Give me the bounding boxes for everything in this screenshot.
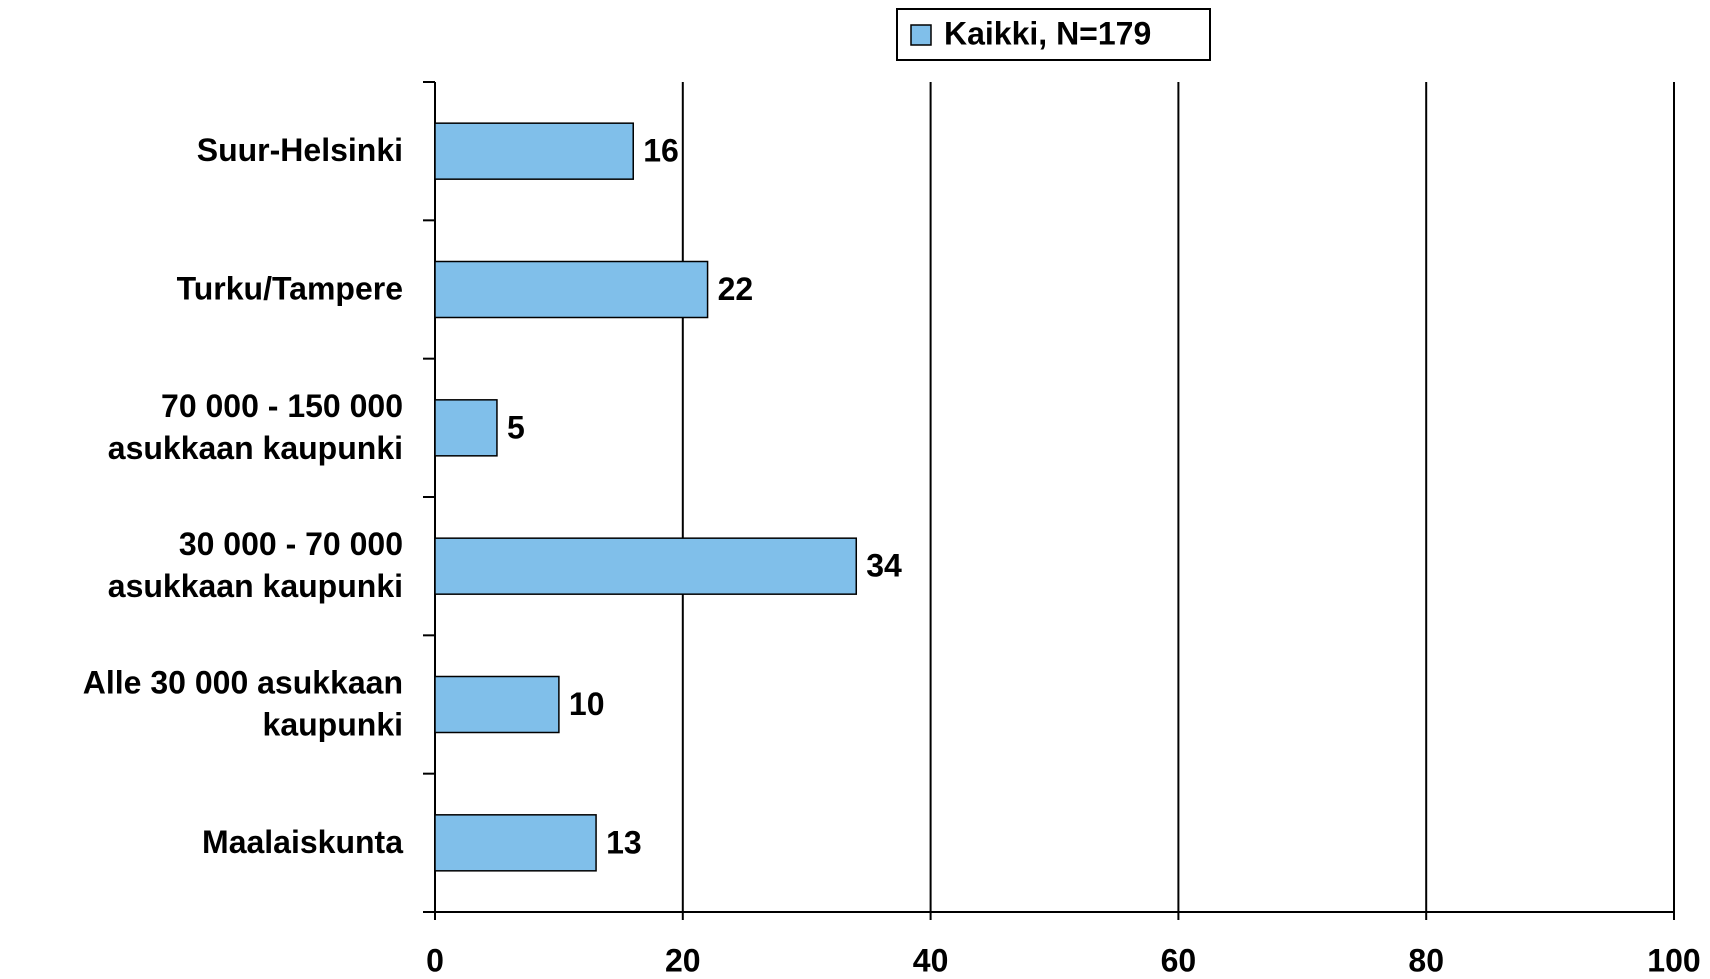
y-tick-label: Maalaiskunta xyxy=(202,824,403,860)
x-tick-label: 20 xyxy=(665,942,701,978)
y-tick-label-line: Turku/Tampere xyxy=(177,271,403,307)
legend-label: Kaikki, N=179 xyxy=(944,15,1151,51)
y-tick-label: 30 000 - 70 000 asukkaan kaupunki xyxy=(108,527,403,605)
x-tick-label: 100 xyxy=(1647,942,1700,978)
y-tick-label-line: 70 000 - 150 000 xyxy=(161,388,403,424)
bar xyxy=(434,814,597,872)
data-label: 5 xyxy=(507,409,525,445)
x-tick-label: 0 xyxy=(426,942,444,978)
y-tick-label: Alle 30 000 asukkaan kaupunki xyxy=(83,665,403,743)
legend-frame xyxy=(896,8,1211,61)
y-tick-label-line: Alle 30 000 asukkaan xyxy=(83,665,403,701)
legend: Kaikki, N=179 xyxy=(896,8,1211,61)
y-tick-label: 70 000 - 150 000 asukkaan kaupunki xyxy=(108,388,403,466)
y-tick-label-line: asukkaan kaupunki xyxy=(108,430,403,466)
data-label: 13 xyxy=(606,824,642,860)
legend-swatch xyxy=(910,24,932,46)
y-tick-label-line: Maalaiskunta xyxy=(202,824,403,860)
bar xyxy=(434,537,858,595)
data-label: 34 xyxy=(866,548,902,584)
bar xyxy=(434,675,560,734)
x-tick-label: 80 xyxy=(1408,942,1444,978)
data-label: 22 xyxy=(718,271,754,307)
y-tick-label-line: Suur-Helsinki xyxy=(197,133,403,169)
bar xyxy=(434,260,709,319)
bar xyxy=(434,122,634,180)
y-tick-label-line: asukkaan kaupunki xyxy=(108,569,403,605)
y-tick-label: Turku/Tampere xyxy=(177,271,403,307)
data-label: 16 xyxy=(643,133,679,169)
x-tick-label: 40 xyxy=(913,942,949,978)
data-label: 10 xyxy=(569,686,605,722)
x-tick-label: 60 xyxy=(1161,942,1197,978)
y-tick-label-line: 30 000 - 70 000 xyxy=(179,527,403,563)
y-tick-label: Suur-Helsinki xyxy=(197,133,403,169)
bar xyxy=(434,399,498,457)
y-tick-label-line: kaupunki xyxy=(263,707,403,743)
